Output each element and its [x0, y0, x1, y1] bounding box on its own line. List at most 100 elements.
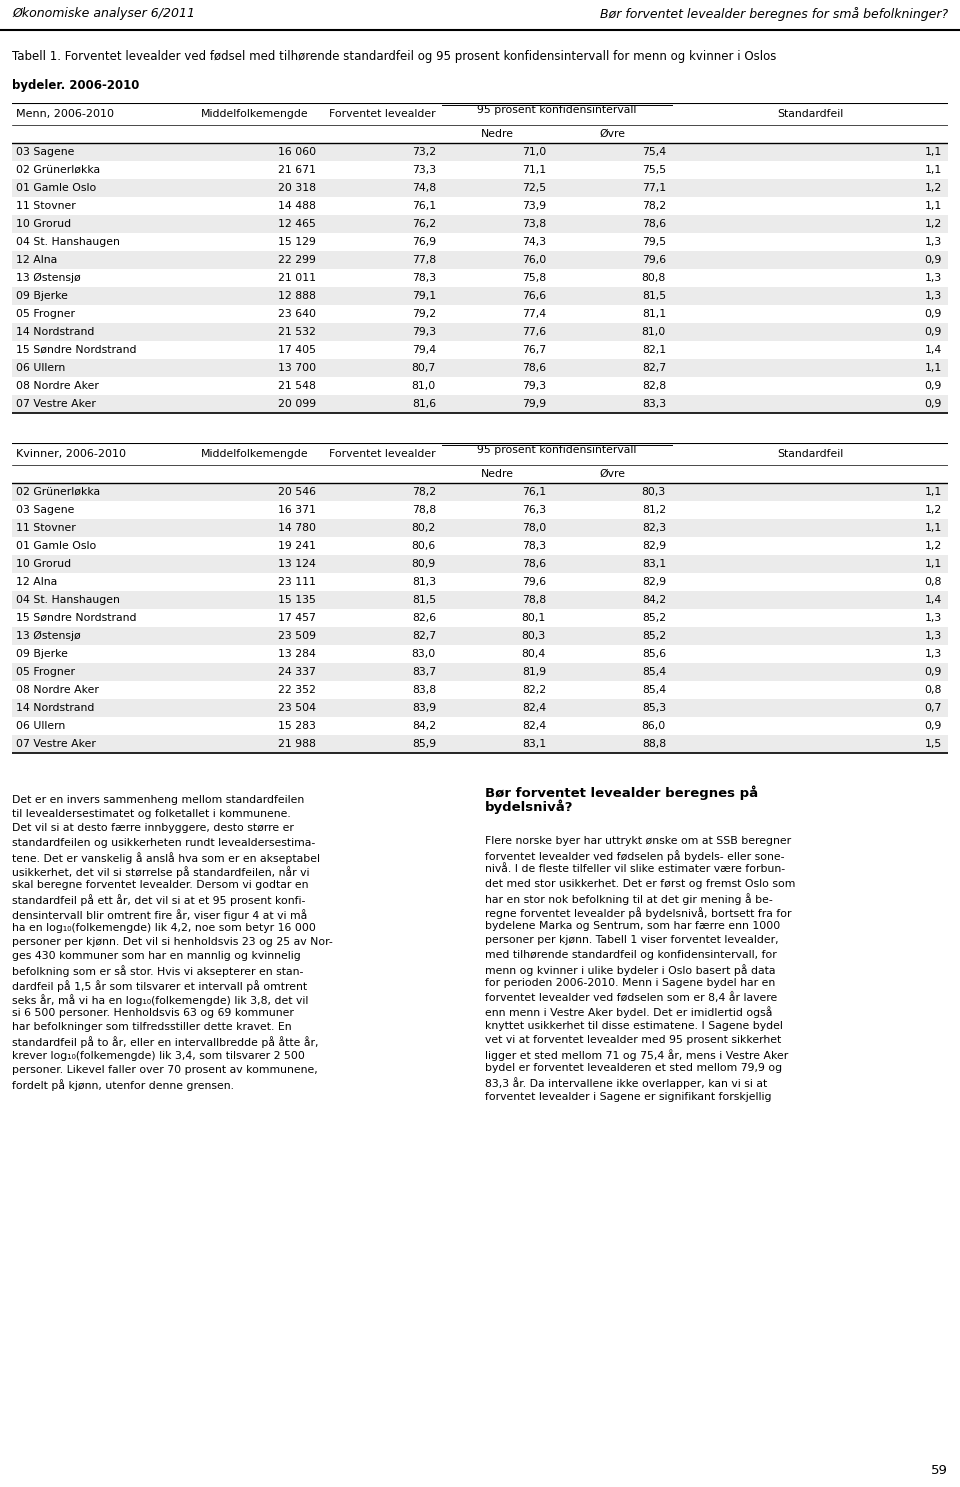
Text: bydel er forventet levealderen et sted mellom 79,9 og: bydel er forventet levealderen et sted m… [485, 1063, 782, 1074]
Text: 24 337: 24 337 [278, 668, 316, 677]
Text: 78,6: 78,6 [642, 219, 666, 229]
Text: til levealdersestimatet og folketallet i kommunene.: til levealdersestimatet og folketallet i… [12, 809, 291, 819]
Bar [12, 178, 948, 196]
Text: 71,1: 71,1 [522, 165, 546, 175]
Text: 78,3: 78,3 [522, 541, 546, 552]
Bar [12, 590, 948, 610]
Text: 73,2: 73,2 [412, 147, 436, 158]
Text: 21 011: 21 011 [278, 274, 316, 283]
Text: 22 352: 22 352 [278, 686, 316, 694]
Text: 83,8: 83,8 [412, 686, 436, 694]
Text: Nedre: Nedre [481, 129, 514, 138]
Text: 72,5: 72,5 [522, 183, 546, 193]
Text: usikkerhet, det vil si størrelse på standardfeilen, når vi: usikkerhet, det vil si størrelse på stan… [12, 865, 309, 877]
Text: 0,8: 0,8 [924, 686, 942, 694]
Text: 1,3: 1,3 [924, 236, 942, 247]
Text: 1,1: 1,1 [924, 201, 942, 211]
Text: 81,6: 81,6 [412, 399, 436, 409]
Text: 16 060: 16 060 [277, 147, 316, 158]
Text: 83,7: 83,7 [412, 668, 436, 677]
Bar [12, 645, 948, 663]
Text: 15 Søndre Nordstrand: 15 Søndre Nordstrand [16, 613, 136, 623]
Text: 1,1: 1,1 [924, 165, 942, 175]
Text: 23 640: 23 640 [278, 309, 316, 320]
Text: 75,4: 75,4 [642, 147, 666, 158]
Text: 14 Nordstrand: 14 Nordstrand [16, 327, 94, 338]
Text: 20 099: 20 099 [277, 399, 316, 409]
Bar [12, 161, 948, 178]
Bar [12, 501, 948, 519]
Text: 79,3: 79,3 [522, 381, 546, 391]
Bar [12, 269, 948, 287]
Bar [12, 717, 948, 735]
Text: 75,5: 75,5 [642, 165, 666, 175]
Text: med tilhørende standardfeil og konfidensintervall, for: med tilhørende standardfeil og konfidens… [485, 950, 777, 959]
Text: 81,5: 81,5 [642, 291, 666, 300]
Text: 1,2: 1,2 [924, 541, 942, 552]
Text: 1,1: 1,1 [924, 559, 942, 570]
Text: 13 124: 13 124 [278, 559, 316, 570]
Text: har en stor nok befolkning til at det gir mening å be-: har en stor nok befolkning til at det gi… [485, 892, 773, 904]
Text: 08 Nordre Aker: 08 Nordre Aker [16, 686, 99, 694]
Text: Øvre: Øvre [599, 129, 625, 138]
Text: 11 Stovner: 11 Stovner [16, 523, 76, 532]
Text: 83,1: 83,1 [642, 559, 666, 570]
Text: 05 Frogner: 05 Frogner [16, 309, 75, 320]
Text: skal beregne forventet levealder. Dersom vi godtar en: skal beregne forventet levealder. Dersom… [12, 880, 308, 891]
Text: 80,2: 80,2 [412, 523, 436, 532]
Text: 79,6: 79,6 [642, 254, 666, 265]
Text: 88,8: 88,8 [642, 739, 666, 749]
Text: 07 Vestre Aker: 07 Vestre Aker [16, 739, 96, 749]
Text: 1,1: 1,1 [924, 488, 942, 497]
Text: 82,4: 82,4 [522, 703, 546, 712]
Text: forventet levealder ved fødselen som er 8,4 år lavere: forventet levealder ved fødselen som er … [485, 992, 778, 1004]
Text: 03 Sagene: 03 Sagene [16, 147, 74, 158]
Text: 82,4: 82,4 [522, 721, 546, 732]
Text: regne forventet levealder på bydelsnivå, bortsett fra for: regne forventet levealder på bydelsnivå,… [485, 907, 791, 919]
Text: 08 Nordre Aker: 08 Nordre Aker [16, 381, 99, 391]
Text: vet vi at forventet levealder med 95 prosent sikkerhet: vet vi at forventet levealder med 95 pro… [485, 1035, 781, 1045]
Text: 82,9: 82,9 [642, 541, 666, 552]
Text: 10 Grorud: 10 Grorud [16, 559, 71, 570]
Text: 85,2: 85,2 [642, 613, 666, 623]
Text: 83,1: 83,1 [522, 739, 546, 749]
Text: standardfeilen og usikkerheten rundt levealdersestima-: standardfeilen og usikkerheten rundt lev… [12, 837, 315, 848]
Text: 80,1: 80,1 [521, 613, 546, 623]
Text: 1,3: 1,3 [924, 648, 942, 659]
Text: 14 Nordstrand: 14 Nordstrand [16, 703, 94, 712]
Text: 79,1: 79,1 [412, 291, 436, 300]
Text: enn menn i Vestre Aker bydel. Det er imidlertid også: enn menn i Vestre Aker bydel. Det er imi… [485, 1007, 773, 1019]
Text: Forventet levealder: Forventet levealder [328, 109, 435, 119]
Text: 85,9: 85,9 [412, 739, 436, 749]
Text: 0,9: 0,9 [924, 309, 942, 320]
Text: personer. Likevel faller over 70 prosent av kommunene,: personer. Likevel faller over 70 prosent… [12, 1065, 318, 1075]
Text: 15 129: 15 129 [278, 236, 316, 247]
Text: 13 700: 13 700 [277, 363, 316, 373]
Bar [12, 287, 948, 305]
Text: 95 prosent konfidensintervall: 95 prosent konfidensintervall [477, 106, 636, 114]
Text: Nedre: Nedre [481, 468, 514, 479]
Text: 20 546: 20 546 [278, 488, 316, 497]
Text: 80,3: 80,3 [641, 488, 666, 497]
Text: 79,5: 79,5 [642, 236, 666, 247]
Text: 15 135: 15 135 [278, 595, 316, 605]
Text: 77,1: 77,1 [642, 183, 666, 193]
Bar [12, 358, 948, 378]
Text: 83,9: 83,9 [412, 703, 436, 712]
Text: Forventet levealder: Forventet levealder [328, 449, 435, 459]
Text: 73,3: 73,3 [412, 165, 436, 175]
Bar [12, 663, 948, 681]
Text: 1,5: 1,5 [924, 739, 942, 749]
Text: 76,2: 76,2 [412, 219, 436, 229]
Text: 23 509: 23 509 [278, 630, 316, 641]
Text: 76,9: 76,9 [412, 236, 436, 247]
Text: 81,0: 81,0 [641, 327, 666, 338]
Text: Økonomiske analyser 6/2011: Økonomiske analyser 6/2011 [12, 7, 195, 21]
Text: 71,0: 71,0 [521, 147, 546, 158]
Text: 06 Ullern: 06 Ullern [16, 363, 65, 373]
Text: 1,1: 1,1 [924, 523, 942, 532]
Text: 80,3: 80,3 [521, 630, 546, 641]
Text: 79,4: 79,4 [412, 345, 436, 355]
Text: 12 888: 12 888 [278, 291, 316, 300]
Text: 76,1: 76,1 [522, 488, 546, 497]
